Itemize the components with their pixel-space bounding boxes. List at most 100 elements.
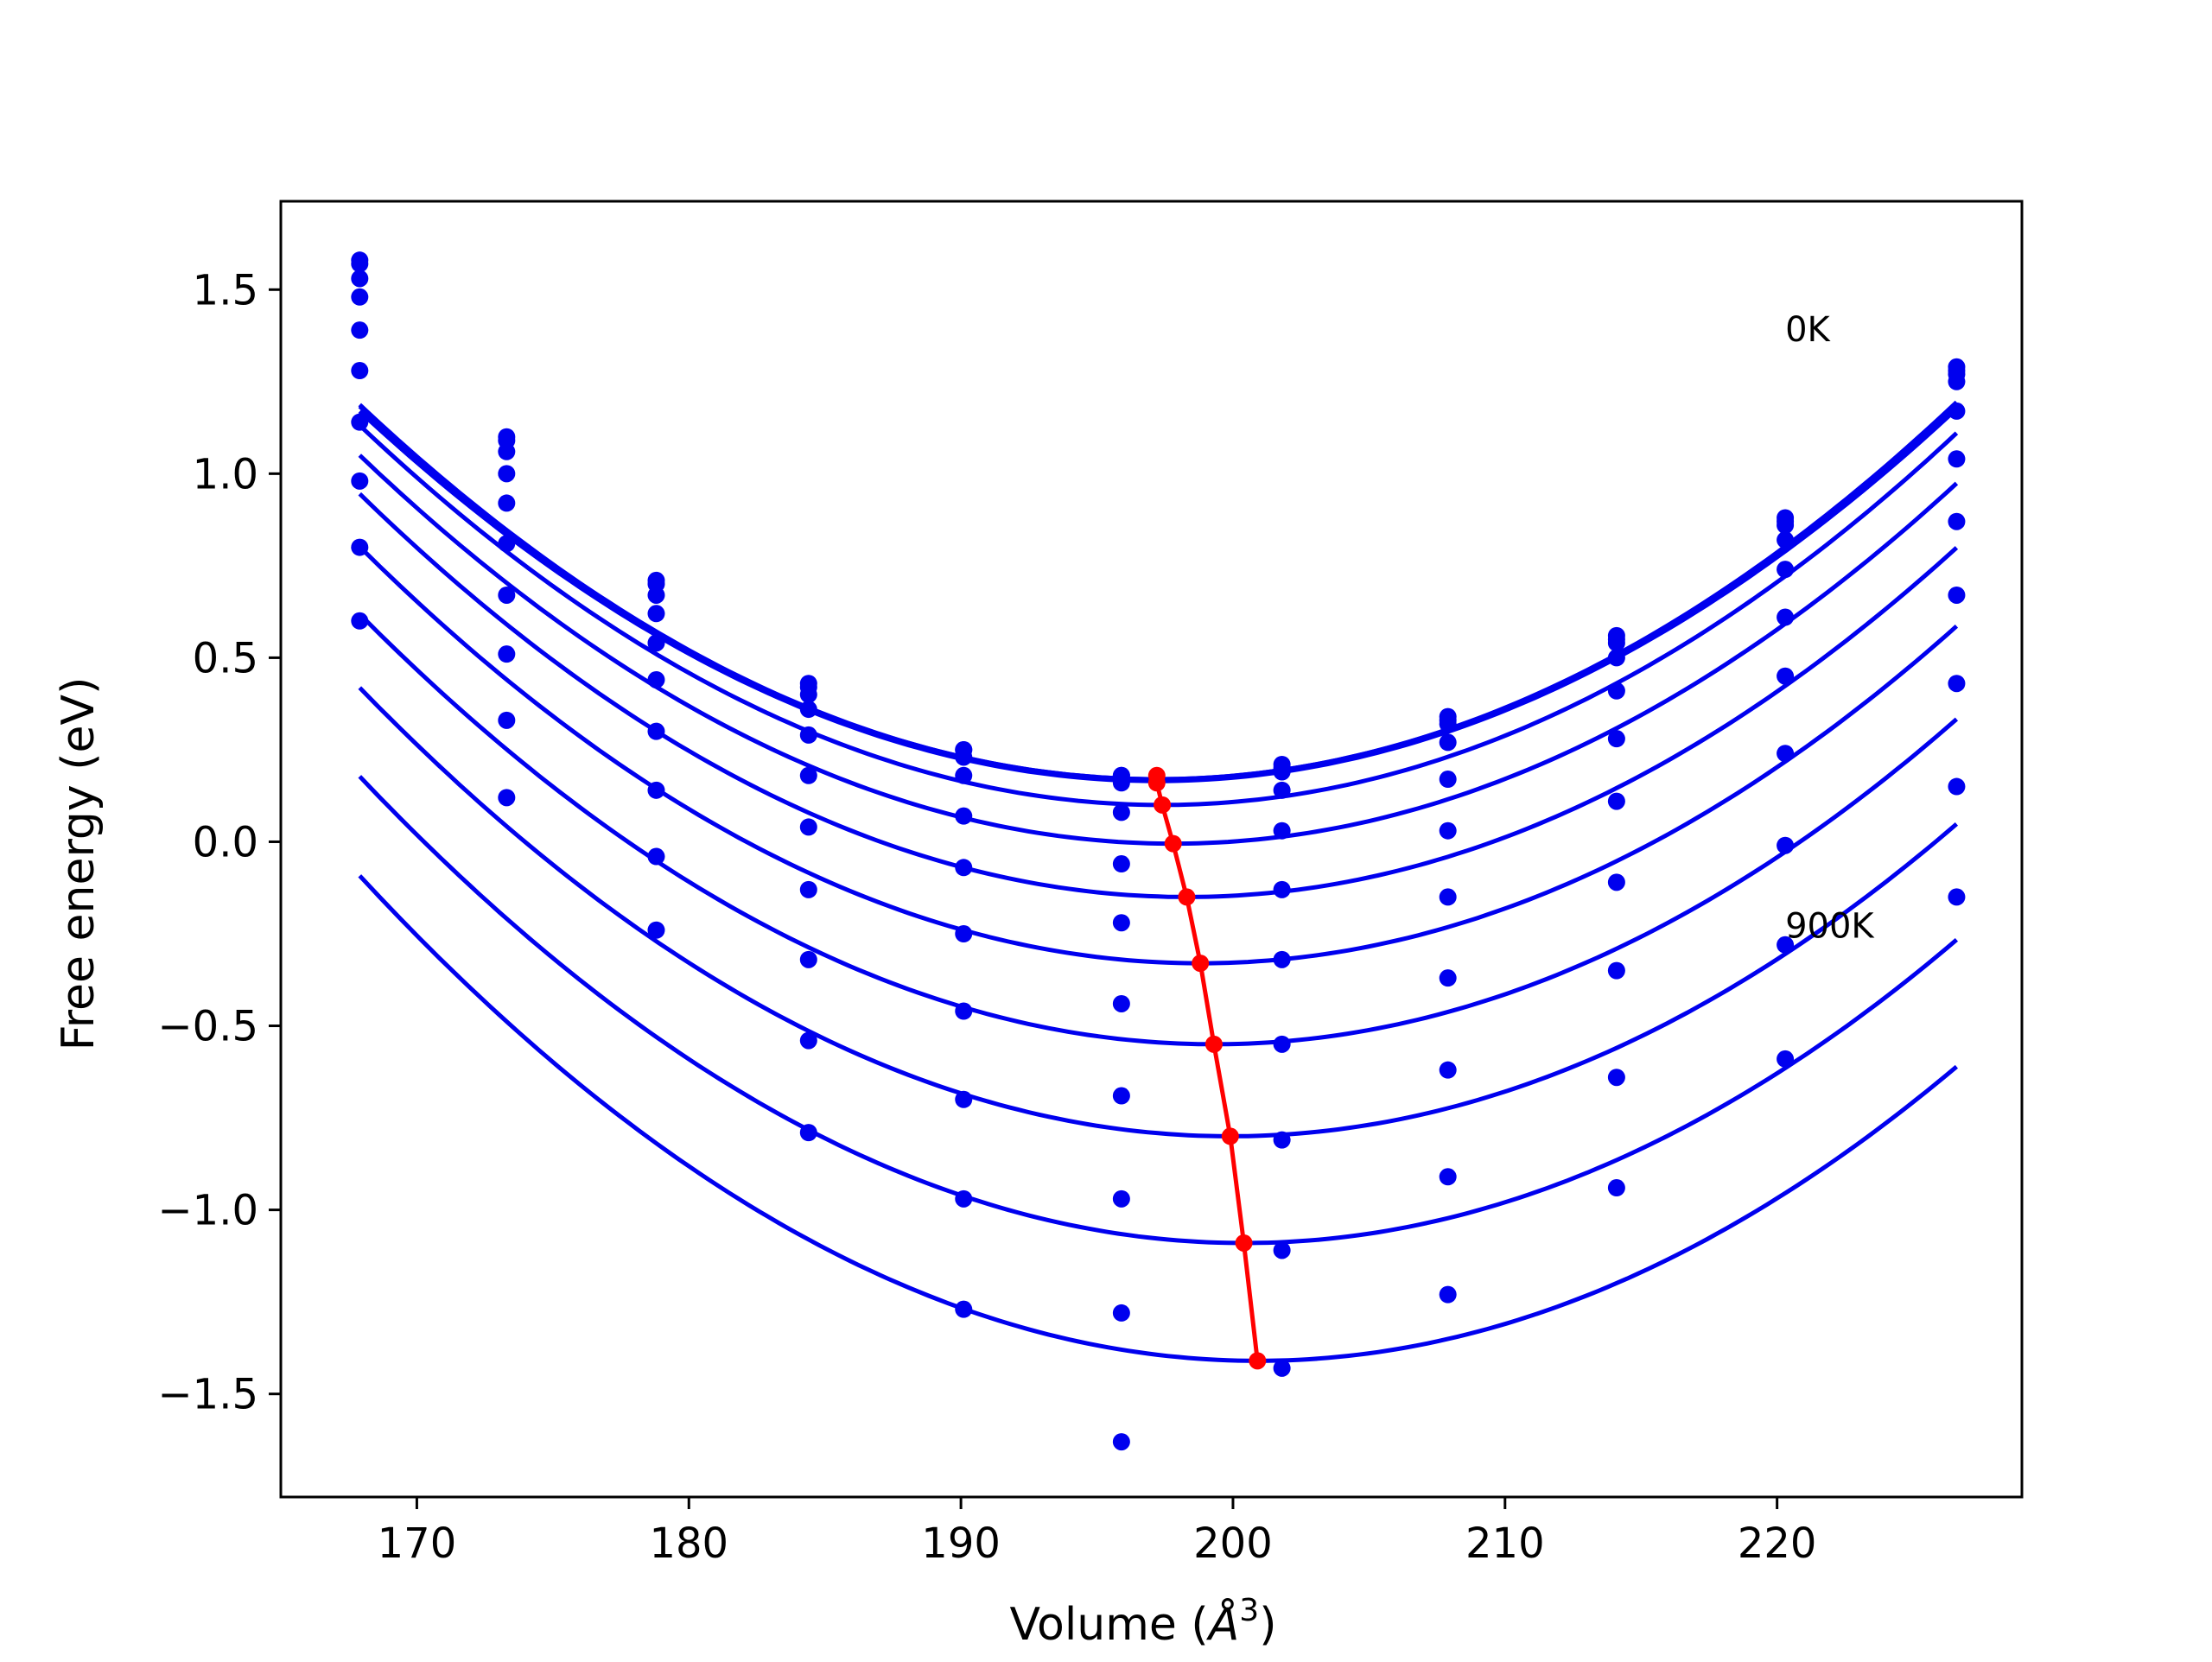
- data-point-s5-5: [955, 807, 973, 825]
- minimum-point-8: [1221, 1127, 1239, 1145]
- data-point-s4-5: [955, 766, 973, 784]
- data-point-s3-5: [955, 748, 973, 766]
- data-point-s8-10: [1777, 745, 1795, 763]
- x-tick-label-200: 200: [1193, 1519, 1273, 1568]
- x-axis-label: Volume (Å3): [1010, 1593, 1277, 1651]
- minimum-point-10: [1249, 1352, 1267, 1370]
- fit-curve-8: [358, 612, 1959, 1047]
- data-point-s3-2: [498, 442, 516, 460]
- data-point-s6-3: [647, 670, 665, 688]
- data-point-s10-4: [799, 1031, 817, 1050]
- data-point-s6-6: [1112, 914, 1130, 932]
- y-tick-label-6: −1.5: [157, 1371, 258, 1419]
- data-point-s3-8: [1439, 715, 1457, 733]
- data-point-s6-9: [1607, 730, 1625, 748]
- fit-curve-7: [358, 545, 1959, 966]
- data-point-s5-3: [647, 634, 665, 652]
- data-point-s5-7: [1273, 821, 1291, 840]
- data-point-s6-2: [498, 535, 516, 553]
- data-point-s8-7: [1273, 1035, 1291, 1053]
- data-point-s4-11: [1948, 372, 1966, 390]
- data-point-s10-10: [1777, 936, 1795, 954]
- data-point-s10-7: [1273, 1241, 1291, 1259]
- data-point-s8-2: [498, 645, 516, 663]
- fit-curve-9: [358, 686, 1959, 1139]
- data-point-s4-9: [1607, 649, 1625, 667]
- minimum-point-4: [1164, 834, 1182, 853]
- data-point-s9-11: [1948, 675, 1966, 693]
- minimum-line: [1154, 775, 1260, 1361]
- data-point-s11-7: [1273, 1359, 1291, 1377]
- minimum-point-3: [1154, 796, 1172, 814]
- data-point-s11-4: [799, 1124, 817, 1142]
- data-point-s8-5: [955, 1002, 973, 1020]
- data-point-s4-10: [1777, 531, 1795, 549]
- data-point-s7-8: [1439, 888, 1457, 906]
- data-point-s5-4: [799, 726, 817, 744]
- minimum-point-9: [1235, 1234, 1253, 1252]
- plot-area: 0K 900K: [351, 251, 1966, 1451]
- data-point-s4-1: [351, 288, 369, 306]
- data-point-s9-10: [1777, 836, 1795, 854]
- data-point-s11-10: [1777, 1050, 1795, 1068]
- y-tick-label-2: 0.5: [193, 634, 258, 682]
- data-point-s7-5: [955, 925, 973, 943]
- data-point-s7-7: [1273, 950, 1291, 968]
- fit-curve-11: [358, 874, 1959, 1363]
- data-point-s7-6: [1112, 994, 1130, 1012]
- data-point-s11-5: [955, 1300, 973, 1318]
- y-tick-label-1: 1.0: [193, 450, 258, 498]
- data-point-s2-1: [351, 255, 369, 273]
- data-point-s8-8: [1439, 969, 1457, 987]
- data-point-s5-6: [1112, 855, 1130, 873]
- data-point-s8-3: [647, 781, 665, 799]
- data-point-s7-9: [1607, 792, 1625, 810]
- data-point-s10-2: [498, 789, 516, 807]
- data-point-s6-8: [1439, 821, 1457, 840]
- minimum-point-7: [1205, 1035, 1223, 1053]
- data-point-s7-11: [1948, 512, 1966, 530]
- x-tick-label-220: 220: [1738, 1519, 1817, 1568]
- data-point-s6-7: [1273, 880, 1291, 898]
- data-point-s3-4: [799, 686, 817, 704]
- data-point-s3-3: [647, 586, 665, 604]
- data-point-s9-3: [647, 847, 665, 866]
- data-point-s7-3: [647, 722, 665, 740]
- data-point-s7-10: [1777, 667, 1795, 685]
- minimum-point-6: [1192, 955, 1210, 973]
- data-point-s4-6: [1112, 803, 1130, 821]
- x-tick-label-190: 190: [921, 1519, 1001, 1568]
- data-point-s5-8: [1439, 771, 1457, 789]
- data-point-s3-9: [1607, 634, 1625, 652]
- plot-content: [351, 251, 1966, 1451]
- data-point-s9-6: [1112, 1189, 1130, 1208]
- data-point-s10-9: [1607, 1069, 1625, 1087]
- axes: 170 180 190 200 210 220 1.5 1.0 0.5 0.0 −0.5 −1.0 −1…: [157, 200, 2024, 1568]
- data-point-s8-4: [799, 880, 817, 898]
- data-point-s9-9: [1607, 961, 1625, 980]
- data-point-s3-6: [1112, 774, 1130, 792]
- data-point-s9-8: [1439, 1061, 1457, 1079]
- data-point-s6-10: [1777, 608, 1795, 626]
- data-point-s8-1: [351, 472, 369, 490]
- data-point-s9-1: [351, 538, 369, 556]
- data-point-s8-6: [1112, 1087, 1130, 1105]
- data-point-s3-7: [1273, 763, 1291, 781]
- data-point-s8-11: [1948, 586, 1966, 604]
- y-tick-label-3: 0.0: [193, 818, 258, 866]
- data-point-s10-1: [351, 612, 369, 630]
- data-point-s10-6: [1112, 1304, 1130, 1322]
- x-tick-label-180: 180: [649, 1519, 728, 1568]
- data-point-s5-10: [1777, 561, 1795, 579]
- data-point-s7-1: [351, 413, 369, 431]
- data-point-s10-8: [1439, 1168, 1457, 1186]
- data-point-s6-1: [351, 362, 369, 380]
- x-tick-label-210: 210: [1465, 1519, 1545, 1568]
- fit-curve-6: [358, 492, 1959, 899]
- data-point-s6-4: [799, 766, 817, 784]
- y-tick-label-0: 1.5: [193, 266, 258, 314]
- data-point-s4-7: [1273, 781, 1291, 799]
- data-point-s8-9: [1607, 873, 1625, 891]
